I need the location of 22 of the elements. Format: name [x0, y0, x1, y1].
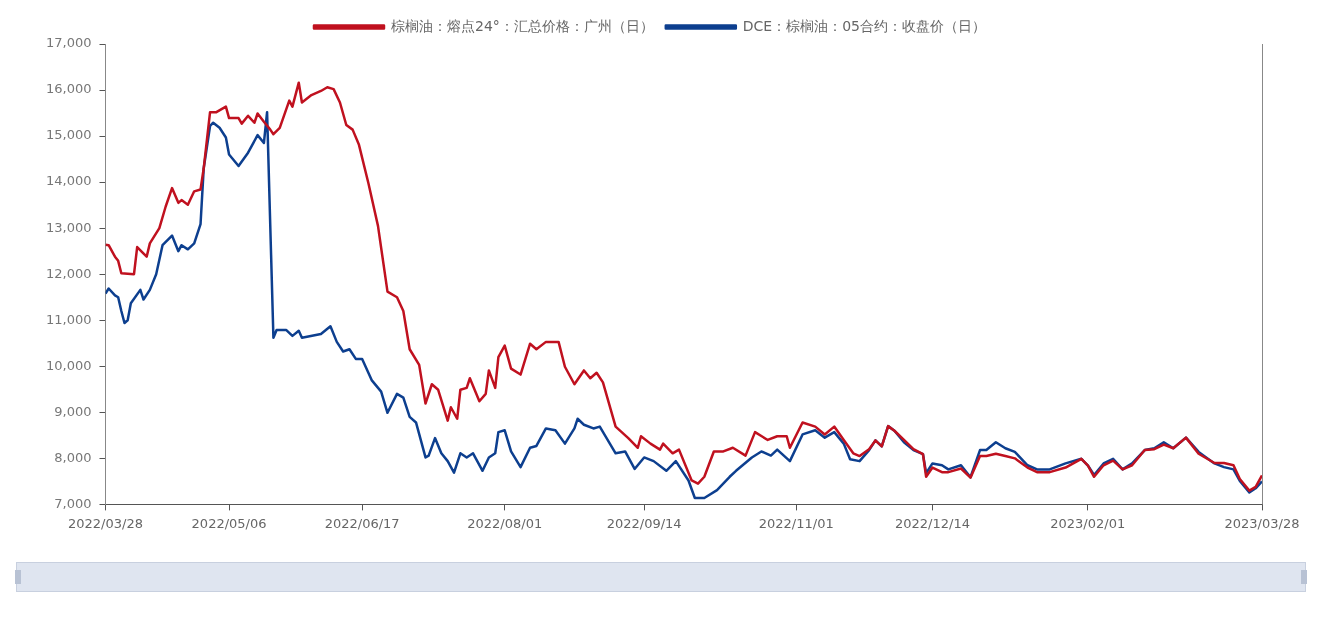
x-tick-label: 2023/03/28: [1224, 515, 1300, 531]
x-tick-label: 2022/12/14: [895, 515, 970, 531]
x-tick-label: 2022/06/17: [324, 515, 400, 531]
y-tick-label: 12,000: [45, 265, 92, 281]
legend-label: 棕榈油：熔点24°：汇总价格：广州（日）: [390, 17, 654, 34]
x-tick-label: 2022/08/01: [467, 515, 543, 531]
y-tick-label: 17,000: [45, 35, 92, 51]
y-tick-label: 9,000: [54, 403, 92, 419]
x-tick-label: 2022/05/06: [191, 515, 267, 531]
x-tick-label: 2022/09/14: [606, 515, 682, 531]
y-tick-label: 13,000: [45, 219, 92, 235]
y-tick-label: 7,000: [54, 495, 92, 511]
y-tick-label: 10,000: [45, 357, 92, 373]
x-tick-label: 2022/11/01: [758, 515, 834, 531]
y-tick-label: 16,000: [45, 81, 92, 97]
y-tick-label: 14,000: [45, 173, 92, 189]
x-tick-label: 2023/02/01: [1050, 515, 1126, 531]
y-tick-label: 8,000: [54, 449, 92, 465]
x-tick-label: 2022/03/28: [68, 515, 143, 531]
legend-label: DCE：棕榈油：05合约：收盘价（日）: [742, 17, 987, 34]
y-tick-label: 11,000: [45, 311, 92, 327]
y-tick-label: 15,000: [45, 127, 92, 143]
